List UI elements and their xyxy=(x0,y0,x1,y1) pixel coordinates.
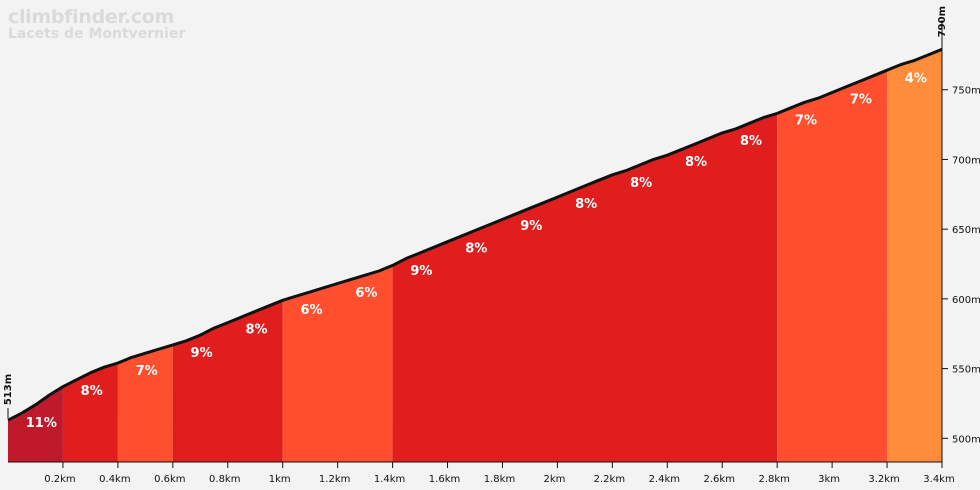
y-axis: 500m 550m 600m 650m 700m 750m xyxy=(941,20,980,462)
endpoint-elevation-labels: 513m 790m xyxy=(3,6,948,419)
y-tick-label: 550m xyxy=(952,365,980,376)
y-tick-label: 500m xyxy=(952,434,980,445)
gradient-segment xyxy=(117,344,173,462)
x-tick-label: 0.2km xyxy=(44,474,75,485)
grade-label: 8% xyxy=(740,134,762,149)
grade-label: 4% xyxy=(905,71,927,86)
grade-label: 8% xyxy=(246,322,268,337)
x-tick-label: 3.2km xyxy=(868,474,899,485)
x-tick-label: 2.8km xyxy=(758,474,789,485)
x-tick-label: 1km xyxy=(269,474,291,485)
y-tick-label: 750m xyxy=(952,86,980,97)
grade-label: 8% xyxy=(81,384,103,399)
grade-label: 8% xyxy=(575,197,597,212)
site-name: climbfinder.com xyxy=(8,6,174,28)
y-tick-label: 600m xyxy=(952,295,980,306)
climb-name: Lacets de Montvernier xyxy=(8,26,186,42)
grade-label: 11% xyxy=(26,416,57,431)
grade-label: 8% xyxy=(685,155,707,170)
start-elevation-label: 513m xyxy=(3,374,14,405)
x-tick-label: 2.6km xyxy=(704,474,735,485)
x-tick-label: 0.4km xyxy=(99,474,130,485)
gradient-segment xyxy=(887,49,942,463)
x-tick-label: 0.8km xyxy=(209,474,240,485)
grade-label: 6% xyxy=(355,286,377,301)
grade-label: 8% xyxy=(630,176,652,191)
grade-label: 7% xyxy=(795,113,817,128)
grade-label: 9% xyxy=(191,346,213,361)
x-tick-label: 3.4km xyxy=(923,474,954,485)
gradient-segment xyxy=(8,386,63,462)
end-elevation-label: 790m xyxy=(937,6,948,37)
gradient-segment xyxy=(172,300,283,462)
branding: climbfinder.com Lacets de Montvernier xyxy=(8,6,185,42)
grade-label: 9% xyxy=(410,264,432,279)
y-tick-label: 650m xyxy=(952,225,980,236)
gradient-segment xyxy=(282,265,393,462)
grade-label: 7% xyxy=(136,364,158,379)
x-tick-label: 0.6km xyxy=(154,474,185,485)
x-tick-label: 3km xyxy=(818,474,840,485)
x-tick-label: 2.4km xyxy=(649,474,680,485)
x-tick-label: 1.6km xyxy=(429,474,460,485)
gradient-segments xyxy=(8,49,942,463)
grade-label: 7% xyxy=(850,92,872,107)
grade-labels: 11% 8% 7% 9% 8% 6% 6% 9% 8% 9% 8% 8% 8% 8% 7% 7% 4% xyxy=(26,71,927,430)
x-axis: 0.2km 0.4km 0.6km 0.8km 1km 1.2km 1.4km 1.6km 1.… xyxy=(8,461,955,485)
x-tick-label: 2.2km xyxy=(594,474,625,485)
x-tick-label: 1.8km xyxy=(484,474,515,485)
grade-label: 9% xyxy=(520,219,542,234)
x-tick-label: 2km xyxy=(543,474,565,485)
x-tick-label: 1.2km xyxy=(319,474,350,485)
gradient-segment xyxy=(777,70,888,462)
elevation-profile-line xyxy=(7,47,943,422)
grade-label: 6% xyxy=(300,303,322,318)
gradient-segment xyxy=(62,363,118,462)
x-tick-label: 1.4km xyxy=(374,474,405,485)
grade-label: 8% xyxy=(465,242,487,257)
y-tick-label: 700m xyxy=(952,155,980,166)
gradient-segment xyxy=(392,113,778,463)
